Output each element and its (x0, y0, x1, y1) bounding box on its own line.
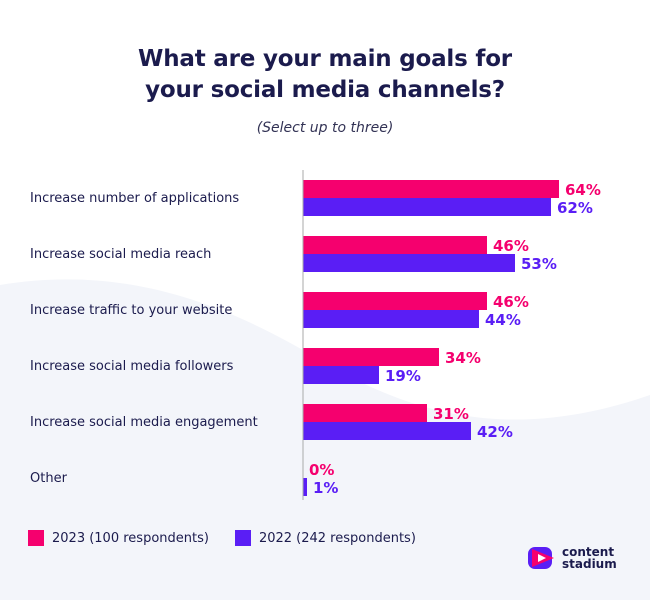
logo-text: content stadium (562, 546, 617, 570)
legend-swatch-2023 (28, 530, 44, 546)
bar-2022 (303, 422, 471, 440)
bar-2023 (303, 180, 559, 198)
category-label: Increase number of applications (30, 191, 239, 206)
category-label: Increase social media reach (30, 247, 211, 262)
content-stadium-logo: content stadium (528, 545, 617, 571)
play-icon (528, 547, 554, 569)
value-label-2023: 46% (493, 293, 529, 311)
value-label-2022: 44% (485, 311, 521, 329)
logo-text-line-1: content (562, 545, 615, 559)
value-label-2022: 19% (385, 367, 421, 385)
value-label-2023: 64% (565, 181, 601, 199)
category-label: Increase social media followers (30, 359, 234, 374)
chart-title-line-2: your social media channels? (145, 77, 505, 103)
logo-text-line-2: stadium (562, 557, 617, 571)
category-label: Increase traffic to your website (30, 303, 232, 318)
value-label-2023: 34% (445, 349, 481, 367)
value-label-2023: 46% (493, 237, 529, 255)
chart-title-line-1: What are your main goals for (138, 46, 512, 72)
legend: 2023 (100 respondents) 2022 (242 respond… (28, 530, 442, 546)
chart-title: What are your main goals for your social… (0, 44, 650, 106)
value-label-2022: 62% (557, 199, 593, 217)
legend-item-2023: 2023 (100 respondents) (28, 530, 209, 546)
bar-2023 (303, 236, 487, 254)
bar-2023 (303, 292, 487, 310)
legend-label-2022: 2022 (242 respondents) (258, 530, 416, 546)
category-label: Increase social media engagement (30, 415, 258, 430)
legend-item-2022: 2022 (242 respondents) (234, 530, 416, 546)
bar-2022 (303, 310, 479, 328)
value-label-2023: 31% (433, 405, 469, 423)
bar-2022 (303, 198, 551, 216)
chart-subtitle: (Select up to three) (256, 120, 394, 136)
category-label: Other (30, 471, 68, 486)
value-label-2023: 0% (309, 461, 334, 479)
bar-2022 (303, 478, 307, 496)
value-label-2022: 42% (477, 423, 513, 441)
value-label-2022: 53% (521, 255, 557, 273)
legend-swatch-2022 (234, 530, 251, 546)
bar-2023 (303, 348, 439, 366)
value-label-2022: 1% (313, 479, 338, 497)
legend-label-2023: 2023 (100 respondents) (52, 530, 209, 546)
bar-2022 (303, 254, 515, 272)
bar-2022 (303, 366, 379, 384)
bar-2023 (303, 404, 427, 422)
